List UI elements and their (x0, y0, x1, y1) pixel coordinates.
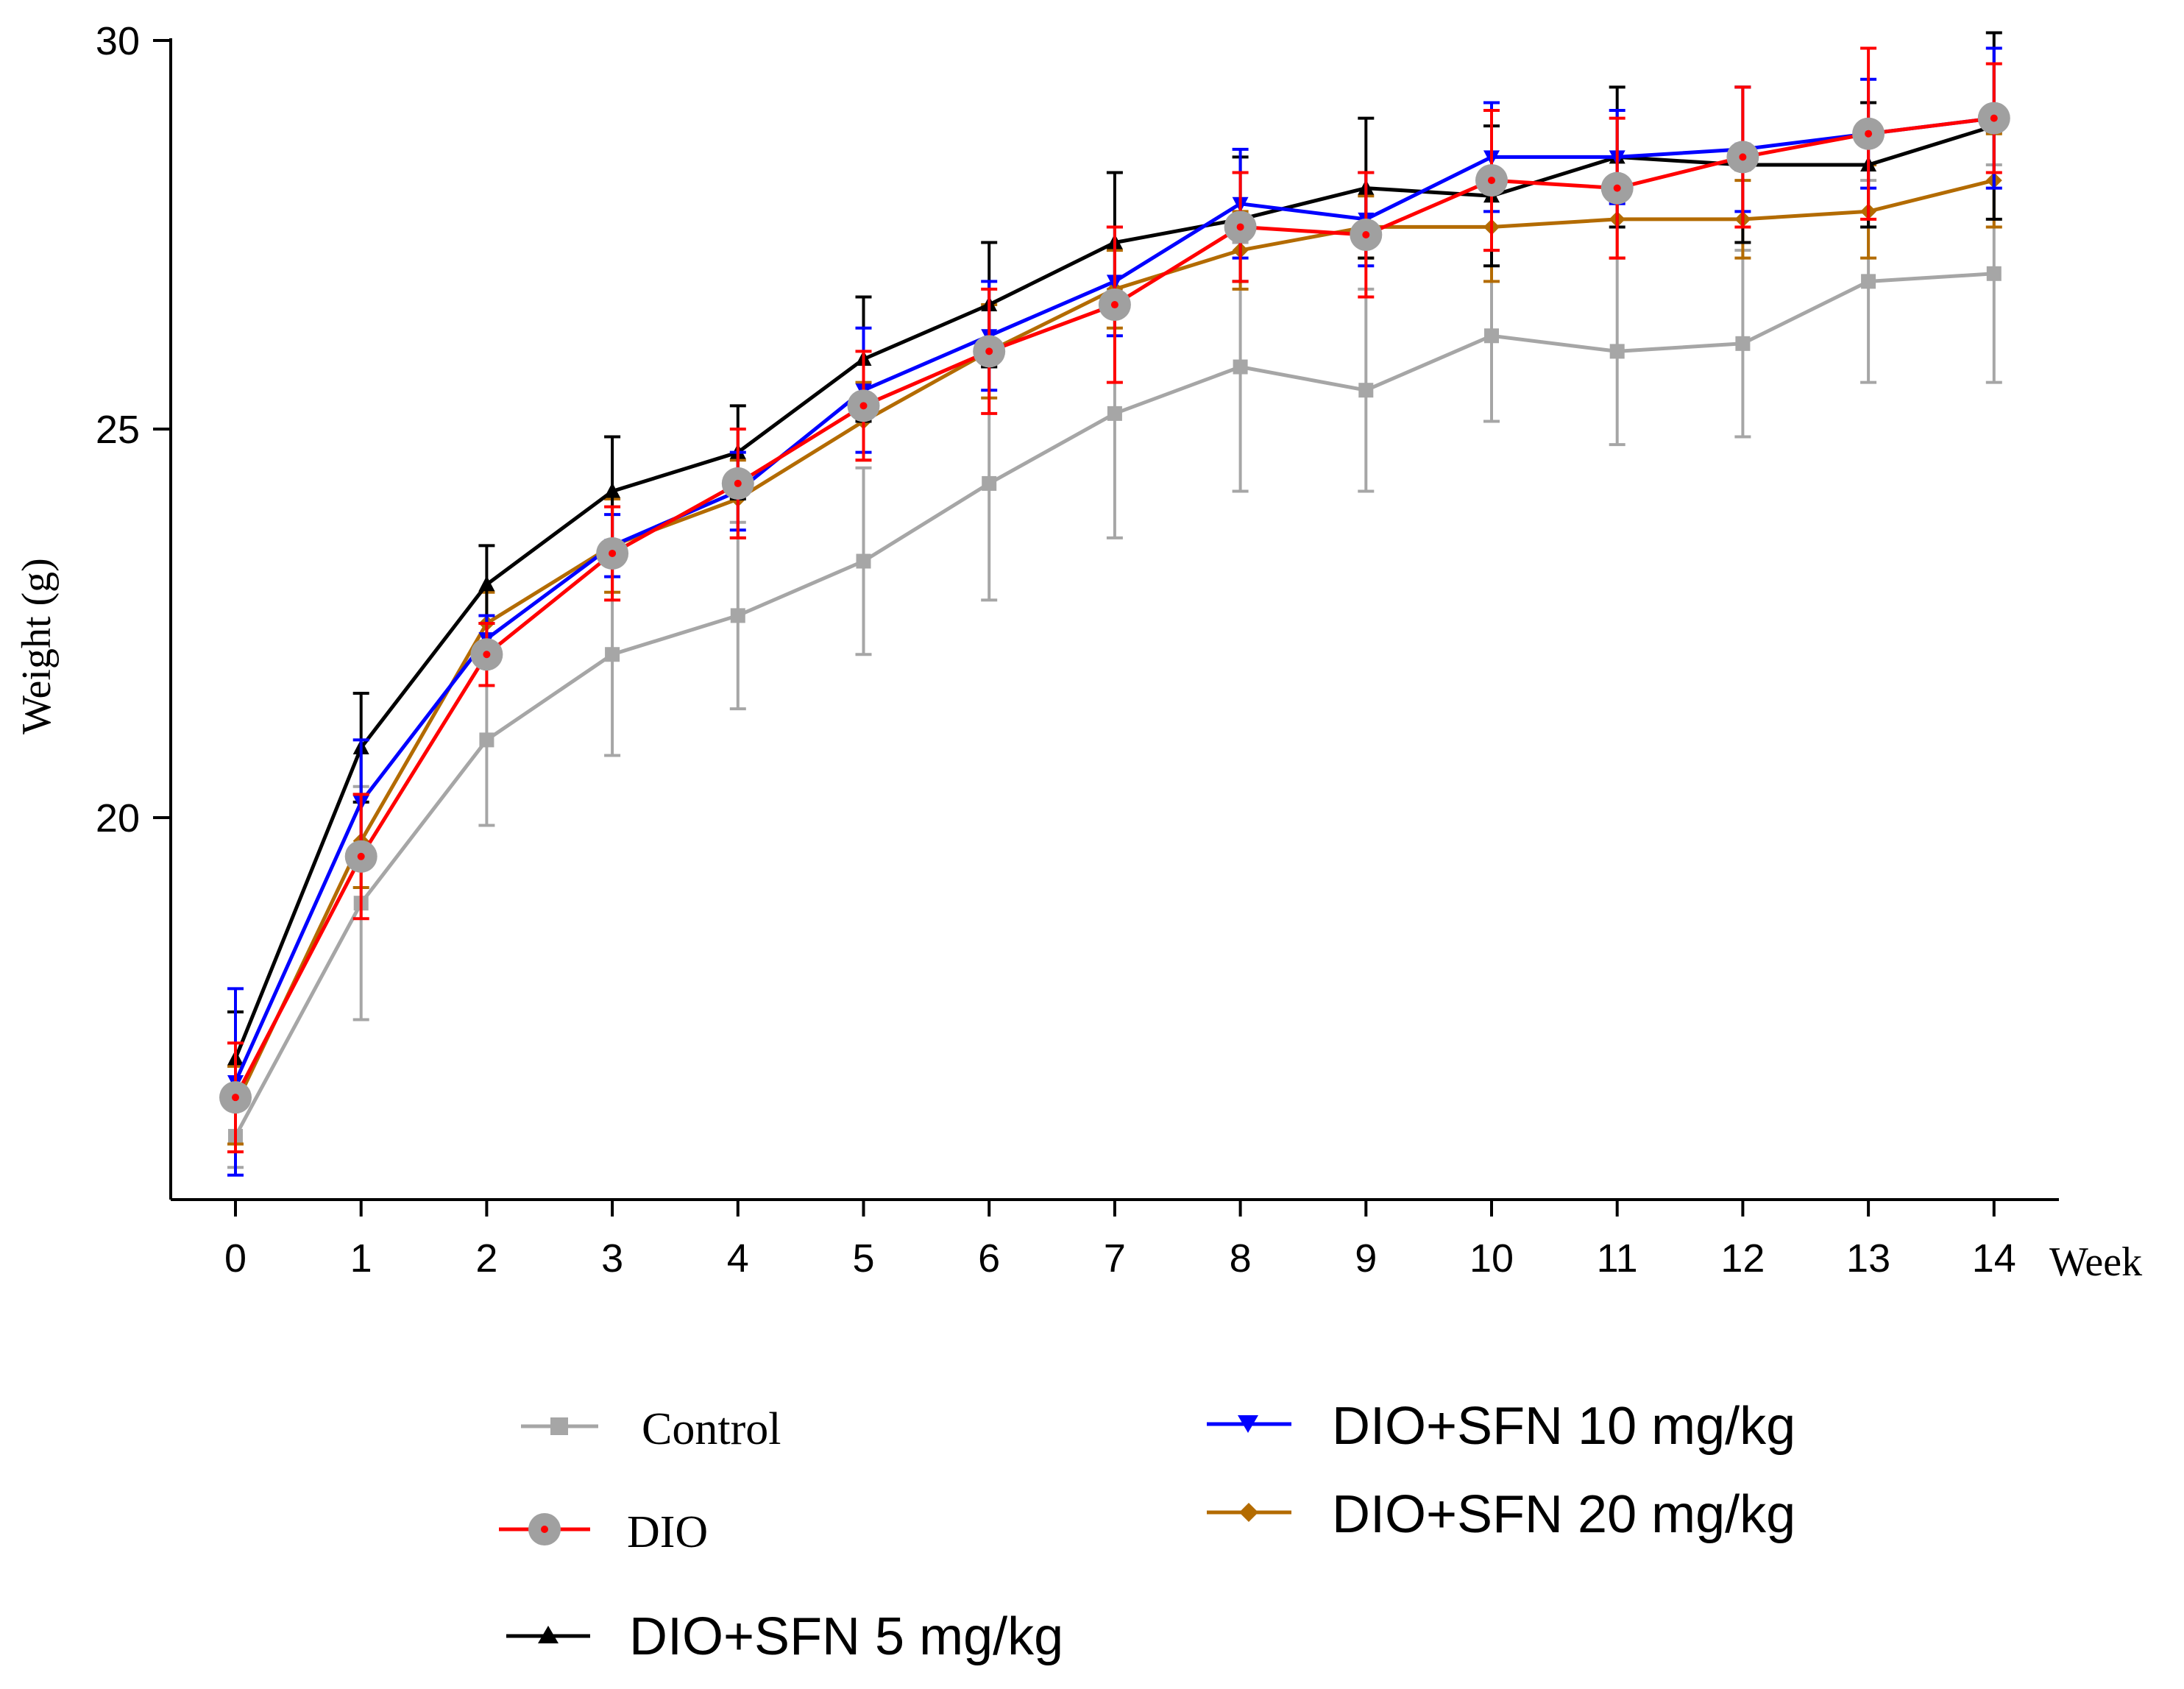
legend-label-control: Control (642, 1404, 781, 1454)
point-center-dio (1739, 153, 1747, 161)
point-control (1735, 336, 1751, 351)
legend-label-dio: DIO (627, 1507, 708, 1557)
point-center-dio (1236, 223, 1244, 231)
x-tick-label: 10 (1469, 1236, 1514, 1281)
x-tick-label: 13 (1846, 1236, 1890, 1281)
point-control (479, 732, 494, 748)
legend-marker-triangle-up (538, 1626, 559, 1643)
x-tick-label: 6 (978, 1236, 1000, 1281)
point-center-dio (357, 852, 365, 860)
point-center-dio (1488, 177, 1495, 185)
point-center-dio (734, 479, 742, 487)
legend-item-dio: DIO (499, 1507, 708, 1557)
point-center-dio (859, 402, 868, 410)
point-center-dio (1362, 231, 1370, 238)
x-tick-label: 0 (224, 1236, 247, 1281)
y-tick-label: 30 (96, 19, 140, 63)
point-center-dio (985, 347, 993, 355)
point-center-dio (1110, 301, 1118, 309)
point-center-dio (1613, 184, 1621, 192)
point-center-dio (1865, 130, 1873, 138)
legend-label-sfn20: DIO+SFN 20 mg/kg (1332, 1485, 1795, 1544)
point-control (1107, 406, 1122, 421)
point-center-dio (232, 1094, 239, 1102)
series-sfn5 (227, 31, 2002, 1107)
point-center-dio (609, 549, 617, 557)
point-center-dio (483, 651, 491, 659)
point-control (1861, 274, 1876, 289)
y-tick-label: 20 (96, 796, 140, 840)
legend-marker-triangle-down (1238, 1415, 1258, 1433)
legend-marker-square (550, 1417, 568, 1435)
x-tick-label: 8 (1230, 1236, 1252, 1281)
legend-item-control: Control (521, 1404, 781, 1454)
point-control (730, 608, 745, 623)
point-control (982, 475, 997, 491)
legend-item-sfn10: DIO+SFN 10 mg/kg (1207, 1397, 1795, 1456)
point-sfn5 (478, 576, 495, 592)
legend-item-sfn20: DIO+SFN 20 mg/kg (1207, 1485, 1795, 1544)
point-control (1484, 328, 1499, 344)
point-control (1233, 359, 1248, 375)
x-tick-label: 14 (1972, 1236, 2016, 1281)
x-tick-label: 2 (475, 1236, 497, 1281)
x-tick-label: 12 (1720, 1236, 1765, 1281)
x-tick-label: 5 (852, 1236, 874, 1281)
y-axis-label: Weight (g) (14, 558, 60, 734)
point-control (1609, 344, 1625, 359)
x-tick-label: 11 (1597, 1236, 1638, 1281)
legend-marker-diamond (1239, 1503, 1258, 1522)
legend-label-sfn10: DIO+SFN 10 mg/kg (1332, 1397, 1795, 1456)
legend-label-sfn5: DIO+SFN 5 mg/kg (629, 1607, 1063, 1666)
point-control (1986, 266, 2002, 281)
point-control (856, 553, 871, 569)
point-control (1358, 383, 1374, 398)
point-center-dio (1990, 114, 1998, 122)
x-tick-label: 9 (1355, 1236, 1377, 1281)
y-tick-label: 25 (96, 408, 140, 452)
legend: Control DIO DIO+SFN 5 mg/kg DIO+SFN 10 m… (499, 1397, 1795, 1666)
series-dio (219, 46, 2010, 1154)
plot-area (219, 31, 2010, 1177)
x-tick-label: 3 (601, 1236, 623, 1281)
x-tick-label: 4 (727, 1236, 749, 1281)
x-tick-label: 1 (350, 1236, 372, 1281)
point-sfn5 (604, 482, 621, 498)
legend-item-sfn5: DIO+SFN 5 mg/kg (506, 1607, 1063, 1666)
x-tick-label: 7 (1104, 1236, 1126, 1281)
point-control (605, 647, 620, 662)
x-axis-label: Week (2049, 1239, 2142, 1285)
